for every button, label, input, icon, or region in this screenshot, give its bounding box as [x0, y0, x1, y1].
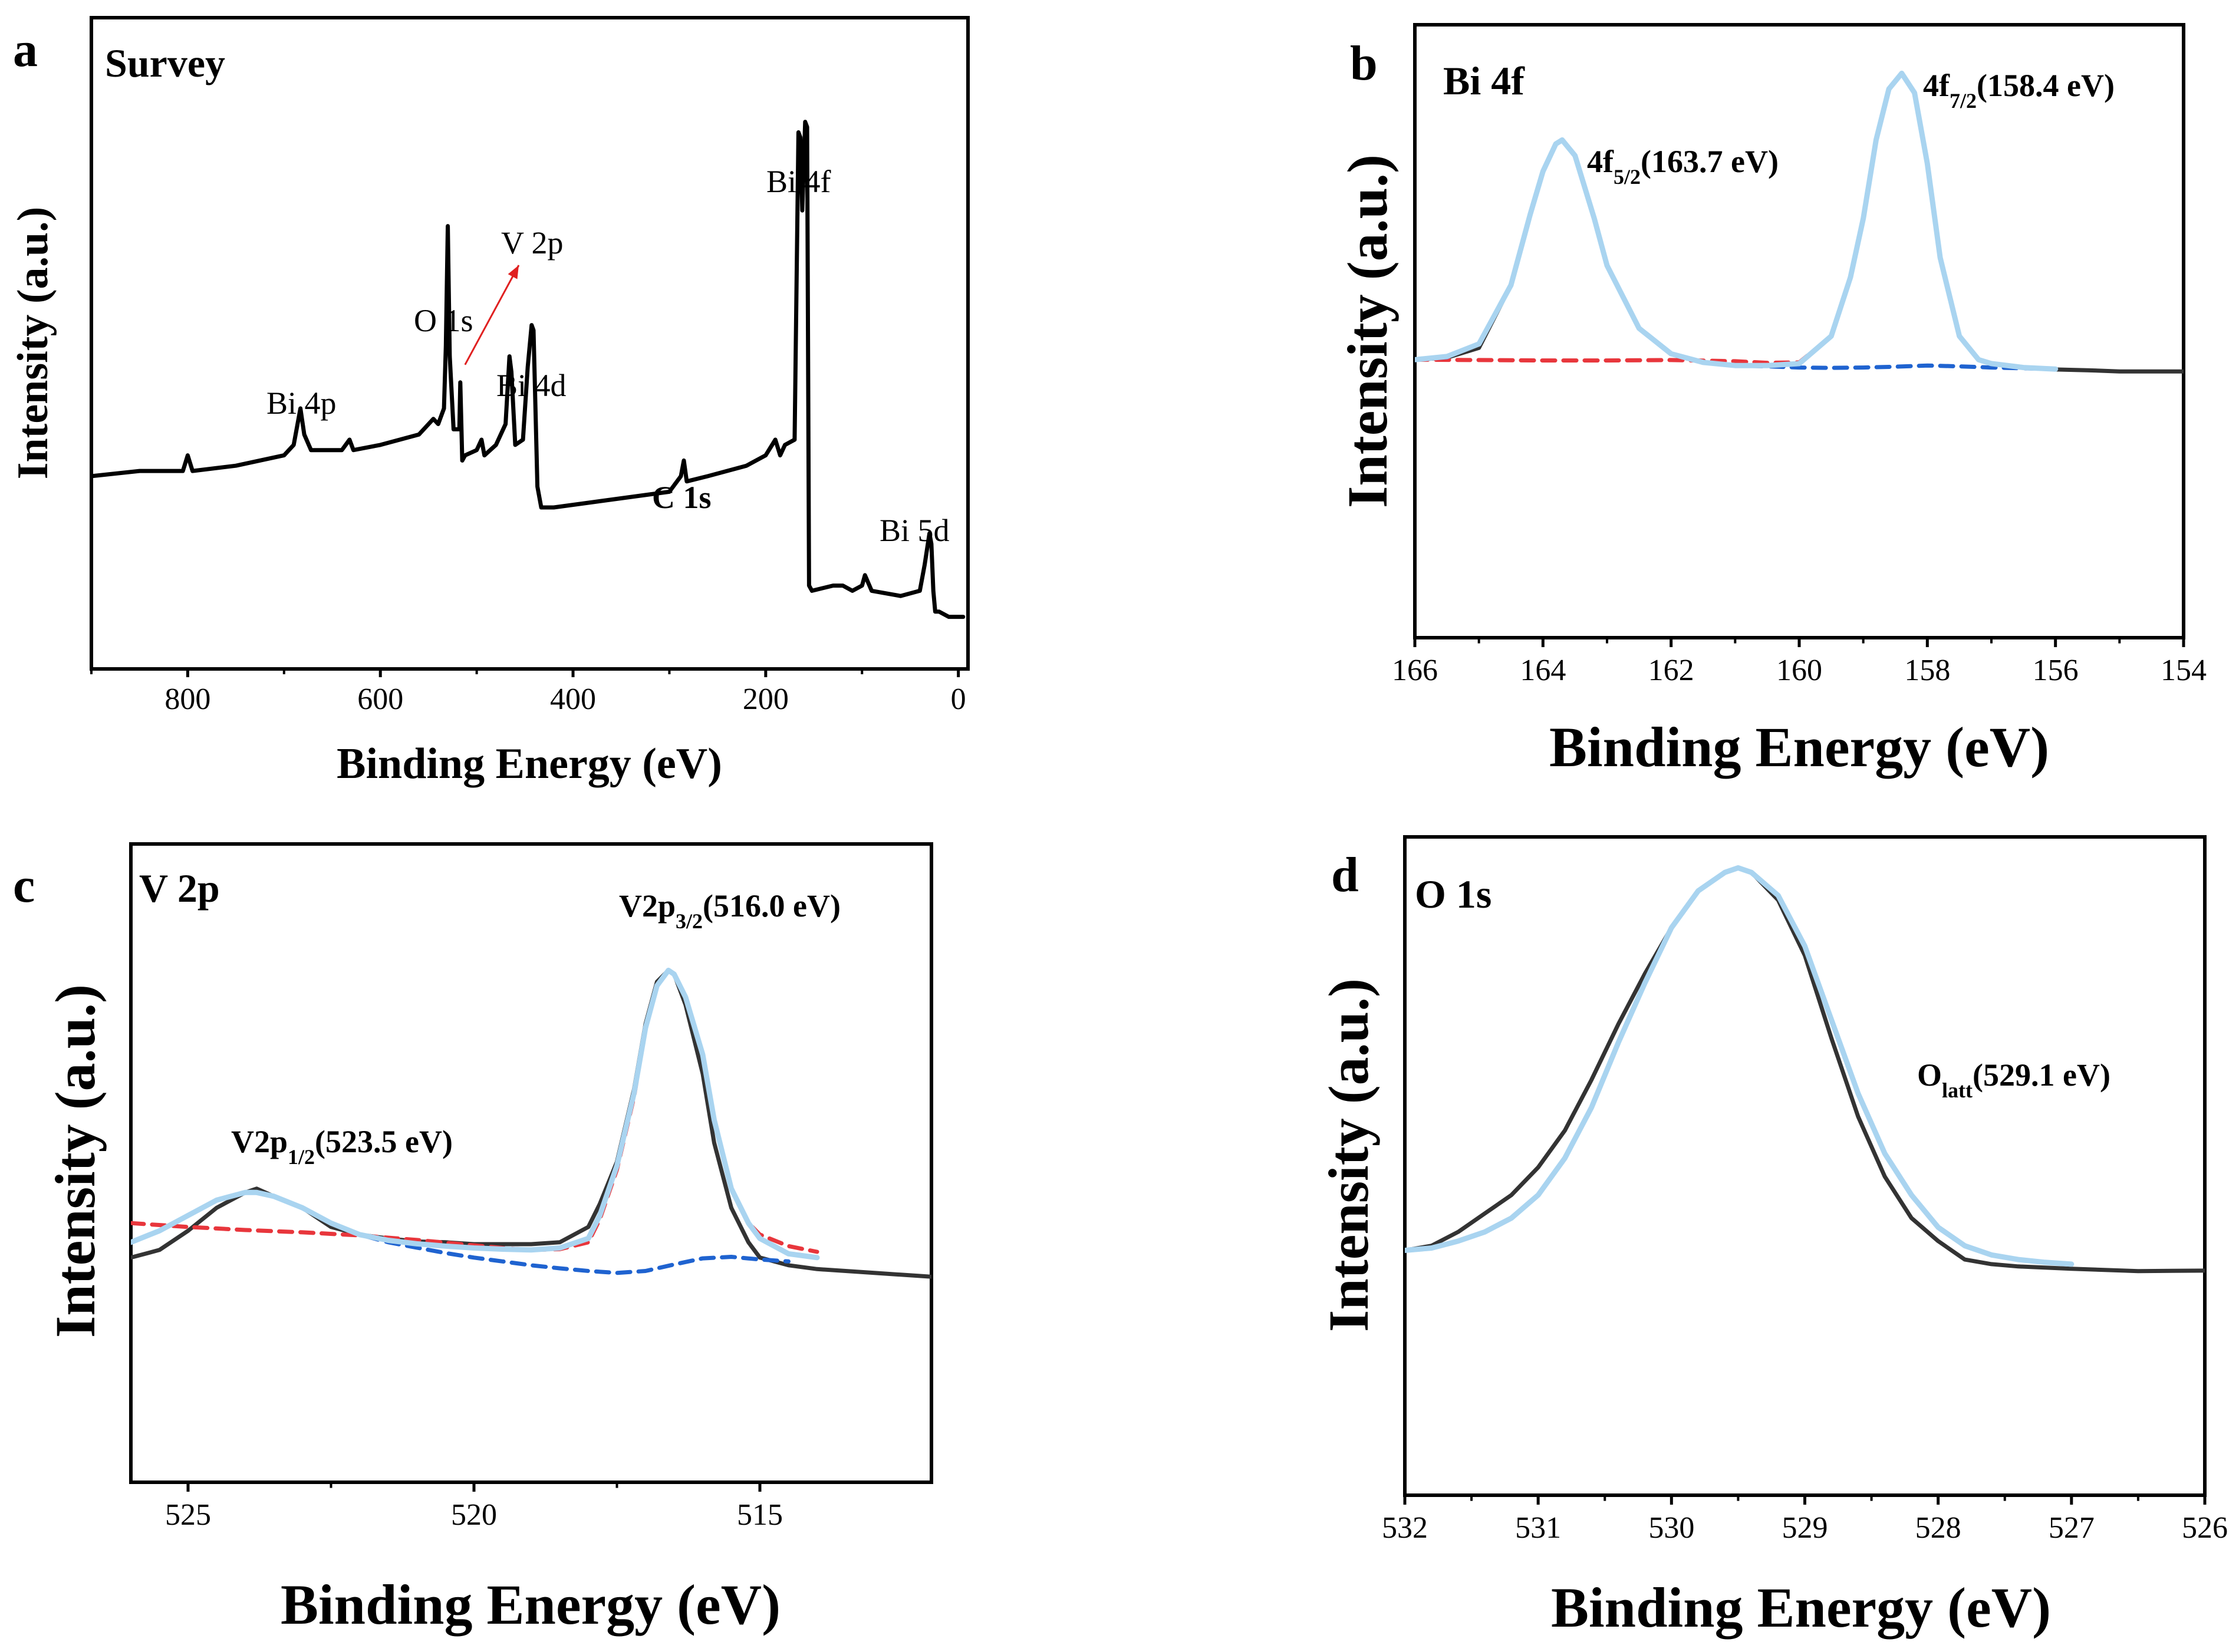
panel-c-letter: c [13, 858, 35, 913]
peak-label: Bi 4d [496, 368, 567, 403]
panel-b-x-axis-title: Binding Energy (eV) [1549, 715, 2049, 779]
x-tick-label: 800 [164, 682, 210, 716]
x-tick-label: 400 [550, 682, 596, 716]
v2p-arrow-line [464, 265, 520, 365]
x-tick-label: 528 [1915, 1511, 1961, 1545]
panel-d-x-axis-title: Binding Energy (eV) [1551, 1576, 2051, 1639]
x-tick-label: 156 [2033, 654, 2079, 687]
panel-a-survey: a Survey Binding Energy (eV) Intensity (… [9, 16, 970, 788]
panel-a-plot-frame [90, 16, 970, 671]
panel-c-plot-area: 525 520 515 V2p1/2(523.5 eV) V2p3/2(516.0 eV… [131, 888, 931, 1532]
peak-assignment-label: 4f5/2(163.7 eV) [1587, 144, 1779, 189]
peak-assignment-label: 4f7/2(158.4 eV) [1923, 68, 2115, 113]
v2p-arrow-head [508, 265, 519, 279]
envelope-fit-line [131, 967, 820, 1261]
panel-a-y-axis-title: Intensity (a.u.) [9, 207, 57, 480]
panel-c-y-axis-title: Intensity (a.u.) [44, 984, 107, 1338]
panel-d-o1s: d O 1s Binding Energy (eV) Intensity (a.… [1317, 835, 2228, 1639]
survey-spectrum-line [91, 120, 966, 619]
panel-a-plot-area: 800 600 400 200 0 Bi 4p O 1s V 2p Bi 4d C 1s Bi 4f… [90, 120, 966, 716]
component-blue-dashed-line [131, 1190, 791, 1275]
peak-label: Bi 4p [266, 385, 337, 421]
panel-b-plot-frame [1413, 23, 2185, 639]
x-tick-label: 525 [165, 1498, 211, 1532]
panel-d-plot-area: 532 531 530 529 528 527 526 Olatt(529.1 eV) [1382, 865, 2228, 1545]
panel-c-plot-frame [129, 842, 933, 1484]
panel-b-title: Bi 4f [1443, 58, 1525, 103]
panel-a-letter: a [13, 22, 38, 77]
envelope-fit-line [1415, 70, 2059, 372]
x-tick-label: 526 [2182, 1511, 2228, 1545]
panel-c-title: V 2p [139, 866, 220, 911]
x-tick-label: 166 [1392, 654, 1438, 687]
peak-label: C 1s [652, 480, 712, 515]
peak-label: Bi 5d [880, 513, 950, 548]
panel-b-y-axis-title: Intensity (a.u.) [1336, 154, 1399, 508]
panel-a-title: Survey [105, 41, 225, 85]
panel-b-bi4f: b Bi 4f Binding Energy (eV) Intensity (a… [1336, 23, 2207, 779]
peak-assignment-label: Olatt(529.1 eV) [1917, 1057, 2110, 1102]
x-tick-label: 0 [951, 682, 966, 716]
envelope-fit-line [1405, 865, 2075, 1267]
x-tick-label: 520 [451, 1498, 497, 1532]
x-tick-label: 515 [737, 1498, 783, 1532]
x-tick-label: 158 [1904, 654, 1950, 687]
peak-assignment-label: V2p3/2(516.0 eV) [619, 888, 841, 933]
panel-b-plot-area: 166 164 162 160 158 156 154 4f5/2(163.7 eV) 4f7/… [1392, 68, 2207, 687]
x-tick-label: 530 [1648, 1511, 1694, 1545]
panel-a-x-axis-title: Binding Energy (eV) [337, 740, 722, 788]
x-tick-label: 531 [1515, 1511, 1561, 1545]
peak-assignment-label: V2p1/2(523.5 eV) [231, 1124, 453, 1169]
panel-d-letter: d [1331, 848, 1359, 902]
peak-label: O 1s [414, 303, 473, 338]
panel-d-title: O 1s [1415, 872, 1491, 916]
x-tick-label: 164 [1520, 654, 1566, 687]
x-tick-label: 600 [357, 682, 403, 716]
panel-c-x-axis-title: Binding Energy (eV) [281, 1573, 781, 1636]
x-tick-label: 529 [1782, 1511, 1828, 1545]
x-tick-label: 154 [2161, 654, 2207, 687]
panel-b-letter: b [1350, 36, 1378, 91]
x-tick-label: 527 [2049, 1511, 2095, 1545]
x-tick-label: 200 [743, 682, 789, 716]
panel-d-plot-frame [1403, 835, 2207, 1497]
component-blue-dashed-line [1405, 866, 2074, 1267]
x-tick-label: 160 [1776, 654, 1822, 687]
x-tick-label: 162 [1648, 654, 1694, 687]
peak-label: Bi 4f [766, 164, 831, 199]
x-tick-label: 532 [1382, 1511, 1428, 1545]
peak-label: V 2p [501, 225, 564, 261]
component-red-dashed-line [1415, 71, 2026, 370]
panel-d-y-axis-title: Intensity (a.u.) [1317, 978, 1380, 1332]
panel-c-v2p: c V 2p Binding Energy (eV) Intensity (a.… [13, 842, 933, 1636]
